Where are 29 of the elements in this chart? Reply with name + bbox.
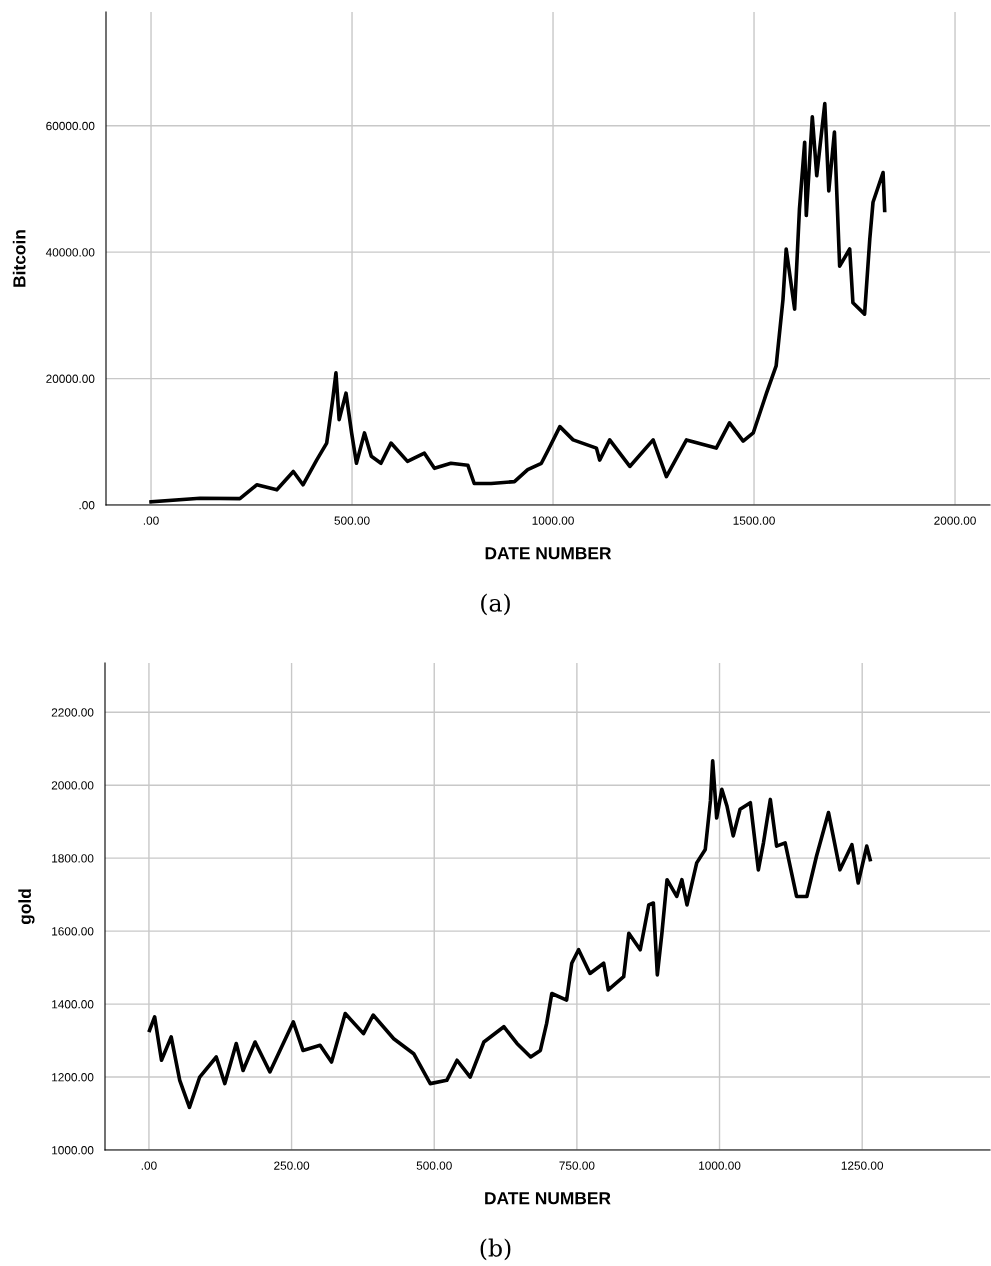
y-tick-label: 2000.00	[51, 781, 94, 790]
line-series	[147, 758, 872, 1110]
x-tick-label: 500.00	[334, 516, 370, 525]
x-tick-label: .00	[143, 516, 159, 525]
y-axis-title: Bitcoin	[12, 230, 26, 287]
text: (b)	[480, 1238, 511, 1261]
y-tick-label: 1800.00	[52, 854, 94, 863]
y-tick-label: 1400.00	[52, 1000, 94, 1009]
y-tick-label: 1000.00	[52, 1146, 94, 1155]
x-tick-label: 1500.00	[733, 516, 775, 525]
y-tick-label: 2200.00	[51, 708, 94, 717]
y-tick-label: .00	[79, 501, 95, 510]
x-tick-label: 1000.00	[532, 516, 574, 525]
y-tick-label: 60000.00	[46, 121, 95, 131]
x-axis-title: DATE NUMBER	[485, 1192, 611, 1205]
text: (a)	[481, 593, 510, 616]
x-axis-title: DATE NUMBER	[485, 547, 612, 560]
y-tick-label: 20000.00	[46, 374, 95, 383]
x-tick-label: 500.00	[416, 1161, 452, 1170]
x-tick-label: 1000.00	[699, 1161, 741, 1170]
y-tick-label: 40000.00	[45, 248, 95, 257]
x-tick-label: 1250.00	[841, 1161, 884, 1170]
x-tick-label: 2000.00	[934, 516, 976, 525]
x-tick-label: .00	[141, 1161, 157, 1170]
x-tick-label: 750.00	[559, 1161, 595, 1170]
y-axis-title: gold	[18, 889, 35, 925]
y-tick-label: 1600.00	[52, 927, 94, 936]
y-tick-label: 1200.00	[52, 1073, 94, 1082]
x-tick-label: 250.00	[274, 1161, 310, 1170]
